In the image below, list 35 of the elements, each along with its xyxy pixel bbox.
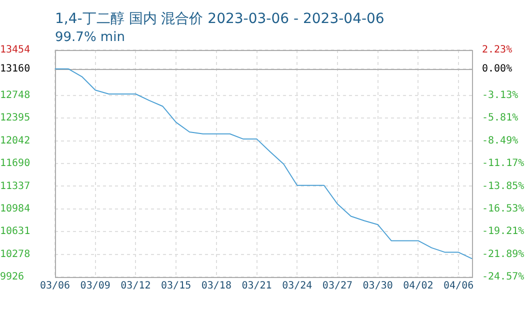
x-tick-label: 03/21 — [242, 280, 272, 292]
y-tick-label: 12042 — [0, 135, 30, 146]
y2-tick-label: -5.81% — [482, 112, 518, 124]
chart-subtitle: 99.7% min — [55, 30, 125, 45]
x-tick-label: 03/24 — [282, 280, 312, 292]
y2-tick-label: -11.17% — [482, 158, 524, 170]
y2-tick-label: -3.13% — [482, 90, 518, 101]
x-tick-label: 03/18 — [201, 280, 232, 292]
y2-tick-label: -16.53% — [482, 203, 524, 214]
y2-tick-label: -21.89% — [482, 248, 524, 260]
y-tick-label: 11690 — [0, 158, 30, 170]
y2-tick-label: 0.00% — [482, 63, 512, 74]
chart-title: 1,4-丁二醇 国内 混合价 2023-03-06 - 2023-04-06 — [55, 10, 384, 28]
y2-tick-label: -19.21% — [482, 226, 524, 238]
x-tick-label: 03/12 — [120, 280, 151, 292]
y2-tick-label: 2.23% — [482, 44, 512, 56]
y-tick-label: 13160 — [0, 64, 30, 75]
y-tick-label: 12395 — [0, 112, 30, 124]
y-tick-label: 12748 — [0, 90, 30, 102]
x-tick-label: 04/06 — [443, 280, 474, 292]
y-tick-label: 13454 — [0, 44, 30, 56]
y2-tick-label: -13.85% — [482, 180, 524, 192]
y2-tick-label: -24.57% — [482, 272, 524, 283]
x-tick-label: 04/02 — [403, 280, 434, 292]
y-tick-label: 10984 — [0, 204, 30, 215]
y-tick-label: 10631 — [0, 226, 30, 238]
x-tick-label: 03/27 — [322, 280, 353, 292]
y-tick-label: 9926 — [0, 272, 24, 283]
y2-tick-label: -8.49% — [482, 135, 518, 146]
x-tick-label: 03/09 — [80, 280, 110, 292]
y-tick-label: 10278 — [0, 248, 30, 260]
x-tick-label: 03/15 — [161, 280, 192, 292]
x-tick-label: 03/30 — [362, 280, 393, 292]
y-tick-label: 11337 — [0, 180, 30, 192]
x-tick-label: 03/06 — [40, 280, 70, 292]
